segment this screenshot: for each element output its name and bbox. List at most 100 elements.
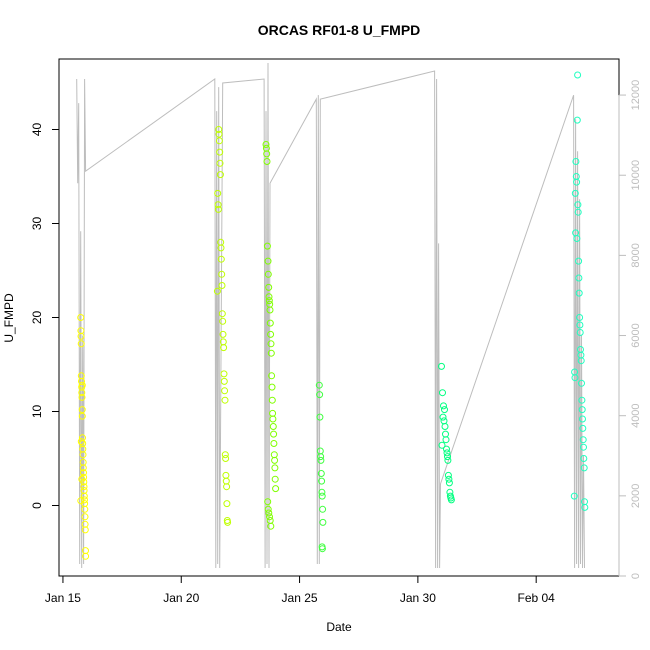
data-point-series-6 <box>579 415 586 423</box>
data-point-series-5 <box>439 389 446 397</box>
y-tick-label-right: 2000 <box>630 484 642 508</box>
y-axis-label: U_FMPD <box>2 293 16 343</box>
data-point-series-5 <box>439 413 447 421</box>
data-point-series-2 <box>220 344 228 352</box>
data-point-series-1 <box>77 314 85 321</box>
data-point-series-1 <box>77 340 85 348</box>
secondary-series-line <box>76 62 585 569</box>
y-tick-label-left: 0 <box>30 502 44 509</box>
data-point-series-2 <box>213 287 221 295</box>
data-point-series-5 <box>440 417 448 425</box>
data-point-series-6 <box>576 314 584 321</box>
data-point-series-2 <box>220 377 228 385</box>
data-point-series-4 <box>318 545 326 553</box>
data-point-series-5 <box>445 479 453 487</box>
data-point-series-3 <box>269 415 277 423</box>
data-point-series-2 <box>217 244 225 252</box>
y-tick-label-left: 20 <box>30 311 44 325</box>
data-point-series-3 <box>264 270 272 278</box>
x-tick-label: Jan 25 <box>282 591 318 605</box>
x-tick-label: Jan 20 <box>163 591 199 605</box>
data-point-series-3 <box>267 330 275 338</box>
data-point-series-6 <box>580 443 587 451</box>
data-point-series-2 <box>217 255 225 263</box>
data-point-series-6 <box>580 464 588 472</box>
data-point-series-3 <box>271 464 279 472</box>
x-axis-label: Date <box>326 620 352 634</box>
data-point-series-3 <box>264 257 272 265</box>
data-point-series-5 <box>444 453 451 461</box>
data-point-series-2 <box>220 370 228 378</box>
data-point-series-3 <box>262 141 270 148</box>
data-point-series-3 <box>268 396 276 404</box>
data-point-series-2 <box>218 282 226 289</box>
data-point-series-2 <box>215 137 223 145</box>
data-point-series-6 <box>571 374 579 382</box>
data-point-series-4 <box>319 505 327 513</box>
data-point-series-2 <box>219 317 227 325</box>
data-point-series-3 <box>265 509 273 517</box>
data-point-series-1 <box>79 451 87 459</box>
data-point-series-3 <box>263 158 271 165</box>
data-point-series-1 <box>78 412 86 420</box>
data-point-series-6 <box>580 455 588 462</box>
data-point-series-1 <box>78 475 86 483</box>
data-point-series-4 <box>317 453 325 461</box>
data-point-series-3 <box>266 319 274 327</box>
data-point-series-3 <box>268 383 276 391</box>
data-point-series-6 <box>576 329 584 336</box>
data-point-series-3 <box>263 242 271 250</box>
data-point-series-5 <box>441 423 449 430</box>
data-point-series-3 <box>264 498 272 506</box>
data-point-series-1 <box>77 497 85 505</box>
data-point-series-1 <box>79 464 87 472</box>
data-point-series-2 <box>222 471 230 479</box>
data-point-series-6 <box>574 208 582 216</box>
x-axis: Jan 15 Jan 20 Jan 25 Jan 30 Feb 04 <box>45 575 556 605</box>
data-point-series-6 <box>578 396 586 404</box>
data-point-series-2 <box>221 387 229 395</box>
points-layer <box>77 71 589 560</box>
data-point-series-5 <box>441 406 448 414</box>
x-tick-label: Feb 04 <box>518 591 556 605</box>
data-point-series-1 <box>78 393 86 401</box>
data-point-series-5 <box>444 471 452 479</box>
data-point-series-3 <box>265 293 273 301</box>
data-point-series-2 <box>215 130 223 138</box>
data-point-series-4 <box>318 492 326 500</box>
data-point-series-2 <box>219 330 227 338</box>
data-point-series-1 <box>78 389 86 397</box>
data-point-series-5 <box>438 441 446 449</box>
data-point-series-3 <box>267 522 275 530</box>
y-tick-label-left: 30 <box>30 217 44 231</box>
data-point-series-6 <box>572 158 580 165</box>
data-point-series-6 <box>574 201 582 209</box>
data-point-series-4 <box>316 447 324 455</box>
data-point-series-6 <box>579 436 587 444</box>
data-point-series-3 <box>270 430 278 438</box>
data-point-series-6 <box>573 178 581 186</box>
data-point-series-1 <box>81 513 89 521</box>
data-point-series-6 <box>571 189 579 197</box>
data-point-series-3 <box>267 340 275 348</box>
data-point-series-1 <box>78 381 86 389</box>
data-point-series-3 <box>272 485 280 493</box>
data-point-series-6 <box>573 235 581 242</box>
data-point-series-1 <box>81 496 88 504</box>
data-point-series-1 <box>81 505 89 513</box>
data-point-series-2 <box>216 171 224 179</box>
data-point-series-6 <box>577 357 585 365</box>
data-point-series-2 <box>224 518 232 526</box>
data-point-series-6 <box>575 289 583 297</box>
data-point-series-6 <box>570 492 578 500</box>
data-point-series-5 <box>443 445 450 453</box>
data-point-series-3 <box>264 505 272 513</box>
data-point-series-2 <box>215 126 223 133</box>
data-point-series-4 <box>317 456 325 464</box>
data-point-series-4 <box>318 477 326 485</box>
data-point-series-2 <box>221 451 229 459</box>
data-point-series-2 <box>221 396 229 404</box>
data-point-series-4 <box>316 391 324 399</box>
data-point-series-5 <box>443 449 451 457</box>
